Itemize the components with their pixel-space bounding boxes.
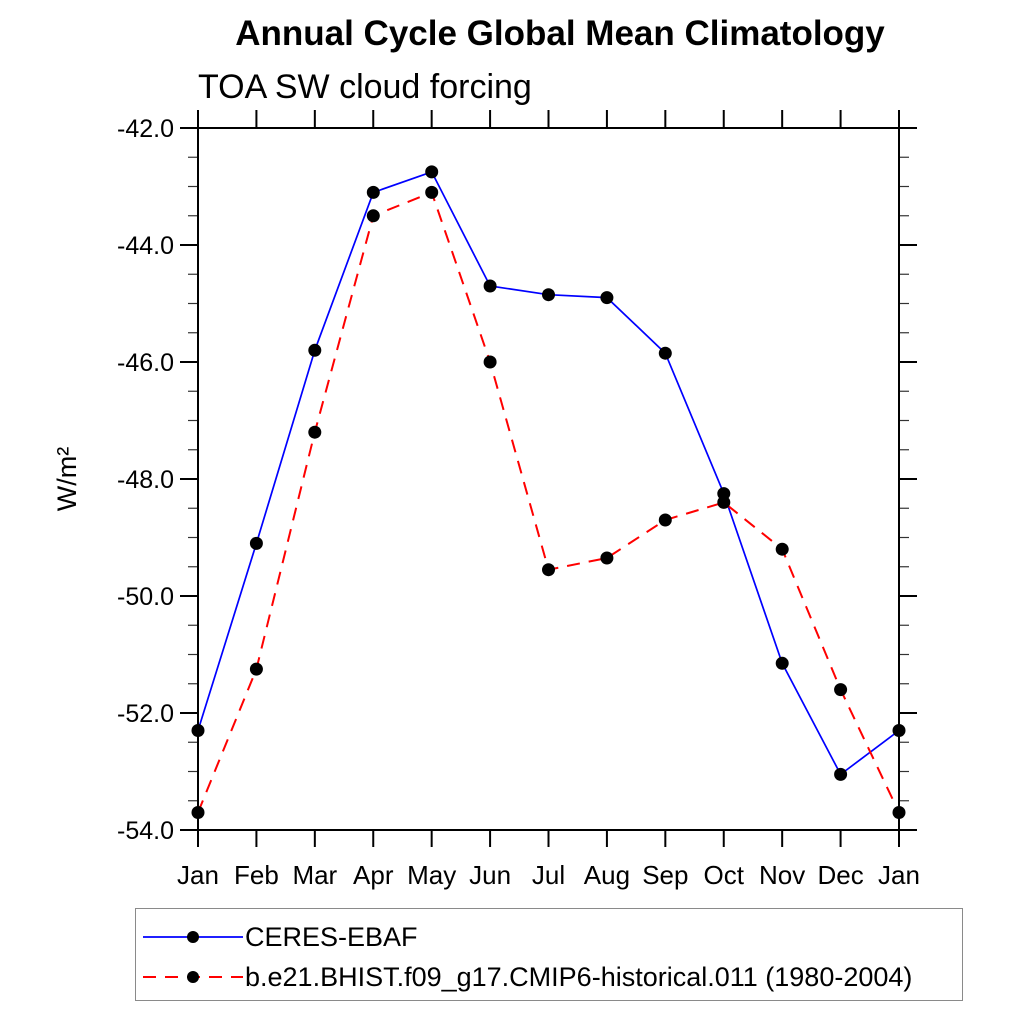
legend-item-model: b.e21.BHIST.f09_g17.CMIP6-historical.011… [141, 957, 912, 997]
axes [180, 110, 917, 847]
data-point-marker [892, 724, 906, 737]
x-tick-label: Jan [177, 860, 219, 890]
x-tick-label: Apr [353, 860, 394, 890]
y-tick-label: -46.0 [117, 349, 174, 377]
series-line [197, 170, 900, 776]
data-point-marker [658, 346, 672, 360]
legend-sample-line-icon [143, 971, 243, 983]
chart-subtitle: TOA SW cloud forcing [198, 68, 532, 106]
data-point-marker [425, 185, 439, 199]
data-point-marker [366, 185, 380, 199]
legend-box: CERES-EBAF b.e21.BHIST.f09_g17.CMIP6-his… [135, 908, 963, 1001]
data-point-marker [600, 291, 614, 305]
data-point-marker [834, 767, 848, 781]
x-tick-label: Sep [642, 860, 688, 890]
x-tick-label: Jul [532, 860, 565, 890]
x-tick-label: Jun [469, 860, 511, 890]
data-point-marker [308, 425, 322, 439]
legend-label: CERES-EBAF [245, 921, 418, 952]
legend-marker [187, 931, 199, 943]
y-axis-tick-labels: -42.0 -44.0 -46.0 -48.0 -50.0 -52.0 -54.0 [117, 115, 174, 845]
x-tick-label: Jan [878, 860, 920, 890]
legend-item-ceres-ebaf: CERES-EBAF [141, 917, 418, 957]
x-tick-label: Nov [759, 860, 805, 890]
legend-marker [187, 971, 199, 983]
x-tick-label: Dec [817, 860, 863, 890]
data-point-marker [366, 209, 380, 223]
y-tick-label: -54.0 [117, 817, 174, 845]
data-point-marker [249, 662, 263, 676]
data-point-marker [249, 536, 263, 550]
x-tick-label: Feb [234, 860, 279, 890]
plot-frame [197, 127, 900, 831]
data-point-marker [308, 343, 322, 357]
y-minor-ticks [188, 156, 909, 802]
data-point-marker [483, 355, 497, 369]
data-point-marker [775, 656, 789, 670]
series-b-e21-bhist-f09-g17-cmip6-historical-011 [191, 185, 906, 819]
data-point-marker [717, 495, 731, 509]
data-point-marker [542, 563, 555, 577]
data-point-marker [892, 806, 906, 819]
x-tick-label: May [407, 860, 456, 890]
y-tick-label: -52.0 [117, 700, 174, 728]
series-ceres-ebaf [191, 165, 906, 781]
data-point-marker [658, 513, 672, 527]
data-point-marker [775, 542, 789, 556]
data-point-marker [834, 683, 848, 697]
y-axis-title: W/m² [52, 447, 82, 511]
x-tick-label: Oct [704, 860, 745, 890]
x-axis-tick-labels: Jan Feb Mar Apr May Jun Jul Aug Sep Oct Nov Dec Jan [177, 860, 920, 890]
data-point-marker [425, 165, 439, 179]
data-point-marker [542, 288, 555, 302]
legend-label: b.e21.BHIST.f09_g17.CMIP6-historical.011… [245, 961, 913, 992]
y-tick-label: -44.0 [117, 232, 174, 260]
y-tick-label: -50.0 [117, 583, 174, 611]
data-point-marker [191, 724, 205, 737]
y-tick-label: -48.0 [117, 466, 174, 494]
y-tick-label: -42.0 [117, 115, 174, 143]
data-point-marker [483, 279, 497, 293]
page-title: Annual Cycle Global Mean Climatology [235, 14, 885, 53]
x-tick-label: Mar [292, 860, 337, 890]
x-tick-label: Aug [584, 860, 630, 890]
data-point-marker [191, 806, 205, 819]
legend-sample-line-icon [143, 931, 243, 943]
data-point-marker [600, 551, 614, 565]
series-line [197, 191, 900, 813]
